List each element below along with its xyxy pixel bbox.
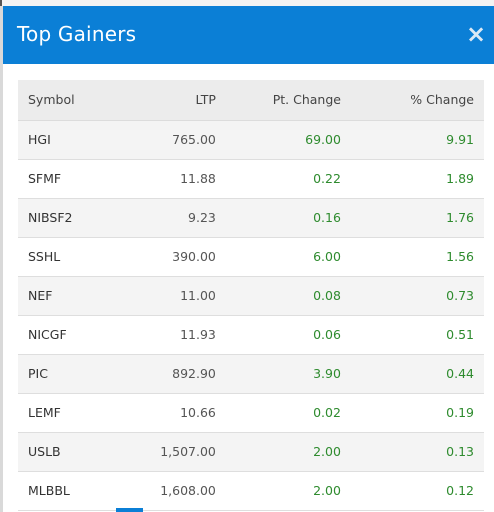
table-header-row: Symbol LTP Pt. Change % Change: [18, 80, 484, 121]
cell-pt-change: 0.16: [223, 198, 349, 238]
cell-pt-change: 0.22: [223, 159, 349, 199]
cell-symbol: LEMF: [18, 393, 118, 433]
cell-pt-change: 0.02: [223, 393, 349, 433]
cell-symbol: PIC: [18, 354, 118, 394]
cell-symbol: SSHL: [18, 237, 118, 277]
cell-symbol: NIBSF2: [18, 198, 118, 238]
table-row[interactable]: LEMF 10.66 0.02 0.19: [18, 393, 484, 433]
top-gainers-table: Symbol LTP Pt. Change % Change HGI 765.00…: [18, 80, 484, 511]
cell-ltp: 11.88: [117, 159, 224, 199]
table-row[interactable]: PIC 892.90 3.90 0.44: [18, 354, 484, 394]
cell-ltp: 11.00: [117, 276, 224, 316]
cell-symbol: NEF: [18, 276, 118, 316]
cell-pt-change: 0.06: [223, 315, 349, 355]
cell-pct-change: 0.44: [348, 354, 484, 394]
cell-pt-change: 0.08: [223, 276, 349, 316]
column-header-symbol[interactable]: Symbol: [18, 80, 118, 121]
column-header-pt-change[interactable]: Pt. Change: [223, 80, 349, 121]
cell-ltp: 892.90: [117, 354, 224, 394]
table-row[interactable]: NICGF 11.93 0.06 0.51: [18, 315, 484, 355]
cell-pct-change: 1.76: [348, 198, 484, 238]
cell-pct-change: 0.12: [348, 471, 484, 511]
scroll-indicator[interactable]: [116, 508, 143, 512]
table-body: HGI 765.00 69.00 9.91 SFMF 11.88 0.22 1.89 NIBSF…: [18, 120, 484, 511]
cell-ltp: 10.66: [117, 393, 224, 433]
background-page-strip: [0, 0, 494, 6]
modal-header: Top Gainers ×: [3, 6, 494, 64]
cell-pt-change: 69.00: [223, 120, 349, 160]
modal-title: Top Gainers: [17, 22, 137, 46]
cell-symbol: NICGF: [18, 315, 118, 355]
table-row[interactable]: NEF 11.00 0.08 0.73: [18, 276, 484, 316]
cell-pt-change: 2.00: [223, 471, 349, 511]
table-row[interactable]: USLB 1,507.00 2.00 0.13: [18, 432, 484, 472]
cell-symbol: HGI: [18, 120, 118, 160]
table-row[interactable]: HGI 765.00 69.00 9.91: [18, 120, 484, 160]
cell-ltp: 765.00: [117, 120, 224, 160]
cell-ltp: 9.23: [117, 198, 224, 238]
cell-symbol: SFMF: [18, 159, 118, 199]
cell-pt-change: 2.00: [223, 432, 349, 472]
table-row[interactable]: MLBBL 1,608.00 2.00 0.12: [18, 471, 484, 511]
modal-left-edge: [0, 6, 3, 512]
background-divider: [0, 0, 2, 6]
cell-ltp: 1,608.00: [117, 471, 224, 511]
cell-ltp: 11.93: [117, 315, 224, 355]
cell-pct-change: 1.56: [348, 237, 484, 277]
cell-pct-change: 0.19: [348, 393, 484, 433]
cell-ltp: 1,507.00: [117, 432, 224, 472]
column-header-pct-change[interactable]: % Change: [348, 80, 484, 121]
cell-pt-change: 6.00: [223, 237, 349, 277]
cell-pct-change: 0.51: [348, 315, 484, 355]
modal-body: Symbol LTP Pt. Change % Change HGI 765.00…: [3, 64, 494, 512]
cell-pct-change: 9.91: [348, 120, 484, 160]
cell-pct-change: 0.73: [348, 276, 484, 316]
cell-pt-change: 3.90: [223, 354, 349, 394]
cell-pct-change: 0.13: [348, 432, 484, 472]
table-row[interactable]: NIBSF2 9.23 0.16 1.76: [18, 198, 484, 238]
close-icon[interactable]: ×: [466, 20, 487, 48]
table-row[interactable]: SSHL 390.00 6.00 1.56: [18, 237, 484, 277]
cell-pct-change: 1.89: [348, 159, 484, 199]
cell-symbol: USLB: [18, 432, 118, 472]
column-header-ltp[interactable]: LTP: [117, 80, 224, 121]
table-row[interactable]: SFMF 11.88 0.22 1.89: [18, 159, 484, 199]
cell-symbol: MLBBL: [18, 471, 118, 511]
cell-ltp: 390.00: [117, 237, 224, 277]
